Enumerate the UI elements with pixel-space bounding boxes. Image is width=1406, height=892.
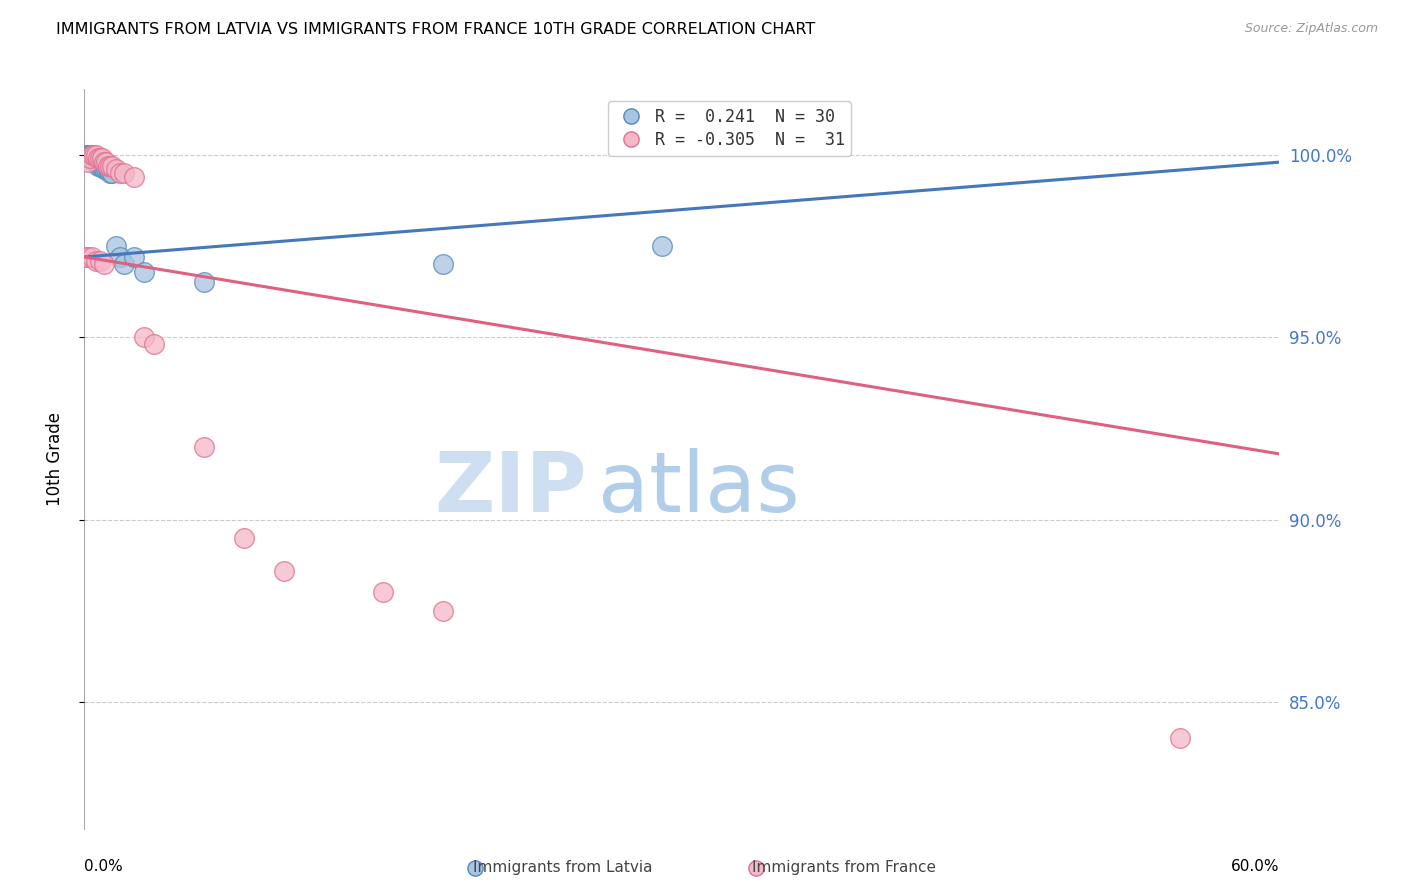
Point — [97, 162, 120, 177]
Point — [86, 155, 108, 169]
Point — [1168, 731, 1191, 746]
Text: Source: ZipAtlas.com: Source: ZipAtlas.com — [1244, 22, 1378, 36]
Point — [112, 166, 135, 180]
Point — [82, 250, 104, 264]
Point — [93, 155, 115, 169]
Point — [86, 148, 108, 162]
Point — [97, 159, 120, 173]
Point — [77, 155, 100, 169]
Point — [89, 155, 111, 169]
Point — [82, 148, 104, 162]
Text: IMMIGRANTS FROM LATVIA VS IMMIGRANTS FROM FRANCE 10TH GRADE CORRELATION CHART: IMMIGRANTS FROM LATVIA VS IMMIGRANTS FRO… — [56, 22, 815, 37]
Point — [745, 862, 768, 876]
Point — [86, 253, 108, 268]
Point — [83, 148, 105, 162]
Text: ZIP: ZIP — [434, 449, 586, 530]
Point — [79, 152, 101, 166]
Point — [96, 155, 118, 169]
Point — [82, 152, 104, 166]
Point — [83, 155, 105, 169]
Point — [82, 148, 104, 162]
Point — [112, 257, 135, 271]
Point — [110, 166, 132, 180]
Point — [110, 250, 132, 264]
Text: Immigrants from Latvia: Immigrants from Latvia — [472, 860, 652, 874]
Point — [93, 257, 115, 271]
Point — [101, 166, 124, 180]
Point — [89, 253, 111, 268]
Point — [77, 152, 100, 166]
Point — [98, 166, 121, 180]
Point — [87, 152, 110, 166]
Point — [77, 148, 100, 162]
Point — [122, 169, 145, 184]
Point — [77, 250, 100, 264]
Point — [79, 148, 101, 162]
Point — [96, 162, 118, 177]
Point — [75, 250, 97, 264]
Text: Immigrants from France: Immigrants from France — [752, 860, 935, 874]
Point — [91, 152, 114, 166]
Point — [101, 159, 124, 173]
Point — [87, 155, 110, 169]
Point — [86, 152, 108, 166]
Point — [87, 159, 110, 173]
Point — [193, 440, 215, 454]
Point — [132, 264, 156, 278]
Point — [373, 585, 395, 599]
Point — [122, 250, 145, 264]
Point — [464, 862, 486, 876]
Point — [105, 239, 128, 253]
Point — [193, 276, 215, 290]
Point — [83, 152, 105, 166]
Point — [75, 148, 97, 162]
Text: 0.0%: 0.0% — [84, 859, 124, 874]
Point — [98, 159, 121, 173]
Point — [105, 162, 128, 177]
Point — [91, 159, 114, 173]
Legend: R =  0.241  N = 30, R = -0.305  N =  31: R = 0.241 N = 30, R = -0.305 N = 31 — [607, 101, 852, 155]
Point — [93, 162, 115, 177]
Point — [89, 152, 111, 166]
Point — [93, 159, 115, 173]
Text: atlas: atlas — [599, 449, 800, 530]
Point — [132, 330, 156, 344]
Point — [273, 564, 295, 578]
Point — [432, 257, 454, 271]
Point — [89, 159, 111, 173]
Point — [432, 604, 454, 618]
Point — [143, 337, 166, 351]
Point — [232, 531, 254, 545]
Text: 60.0%: 60.0% — [1232, 859, 1279, 874]
Point — [651, 239, 673, 253]
Y-axis label: 10th Grade: 10th Grade — [45, 412, 63, 507]
Point — [79, 152, 101, 166]
